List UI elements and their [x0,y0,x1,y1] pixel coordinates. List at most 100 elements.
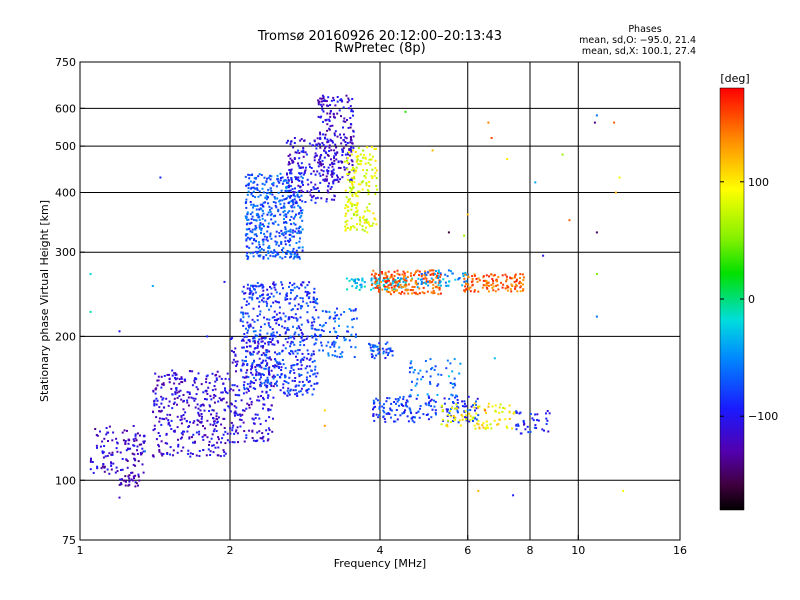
data-point [220,423,223,426]
data-point [463,402,466,405]
data-point [284,243,287,246]
data-point [282,363,285,366]
data-point [331,175,334,178]
data-point [278,235,281,238]
chart-subtitle: RwPretec (8p) [334,41,425,56]
data-point [434,365,437,368]
data-point [419,278,422,281]
data-point [265,384,267,387]
data-point [103,470,106,473]
data-point [516,278,518,281]
x-axis-ticks: 1 2 4 6 8 10 16 [77,535,687,557]
data-point [294,187,296,190]
data-point [339,136,342,139]
data-point [520,285,522,288]
data-point [267,322,270,325]
data-point [374,281,377,284]
data-point [260,382,263,385]
data-point [354,278,357,281]
data-point [265,386,268,389]
data-point [166,373,169,376]
data-point [360,160,363,162]
data-point [230,421,233,424]
data-point [515,428,518,431]
data-point [246,321,249,324]
data-point [252,340,255,343]
data-point [288,302,291,305]
data-point [201,435,204,438]
data-point [134,437,137,440]
data-point [354,211,357,214]
data-point [411,380,413,383]
data-point [286,172,288,175]
data-point [260,283,263,286]
data-point [284,376,286,379]
data-point [359,223,361,226]
data-point [165,417,168,420]
data-point [289,185,292,188]
data-point [257,254,260,257]
data-point [281,249,283,251]
data-point [334,143,337,146]
data-point [350,178,353,181]
data-point [437,277,440,279]
data-point [326,172,329,175]
data-point [170,428,173,430]
data-point [449,382,452,384]
x-tick-label: 4 [377,544,384,557]
data-point [259,364,262,367]
data-point [429,381,431,384]
data-point [348,191,351,194]
x-tick-label: 16 [673,544,687,557]
data-point [333,178,336,181]
data-point [249,353,252,356]
data-point [188,436,191,439]
data-point [178,378,181,381]
data-point [463,405,466,408]
data-point [211,389,214,392]
data-point [251,429,254,432]
data-point [347,157,349,159]
data-point [320,169,323,172]
data-point [255,213,258,216]
data-point [321,108,324,111]
data-point [506,289,509,292]
data-point [263,403,266,406]
data-point [254,334,257,337]
data-point [229,427,232,430]
data-point [260,340,263,343]
data-point [191,436,193,439]
data-point [293,251,296,254]
data-point [382,409,385,412]
data-point [306,357,308,360]
data-point [181,433,184,436]
data-point [128,483,131,486]
data-point [285,187,288,190]
data-point [499,403,502,406]
data-point [359,220,362,223]
data-point [128,480,131,483]
data-point [374,218,377,221]
data-point [516,424,519,427]
data-point [210,437,213,440]
data-point [281,176,284,179]
data-point [428,281,431,284]
data-point [469,409,472,411]
data-point [511,427,514,430]
data-point [248,406,251,409]
data-point [377,348,380,351]
data-point [411,292,413,295]
data-point [273,284,276,286]
data-point [193,381,196,384]
data-point [522,283,524,286]
data-point [171,393,174,396]
data-point [348,171,351,174]
data-point [244,292,247,295]
data-point [243,386,246,389]
data-point [202,391,205,394]
data-point [284,240,287,243]
data-point [160,402,163,405]
data-point [372,350,375,353]
data-point [349,123,352,125]
data-point [266,318,269,321]
